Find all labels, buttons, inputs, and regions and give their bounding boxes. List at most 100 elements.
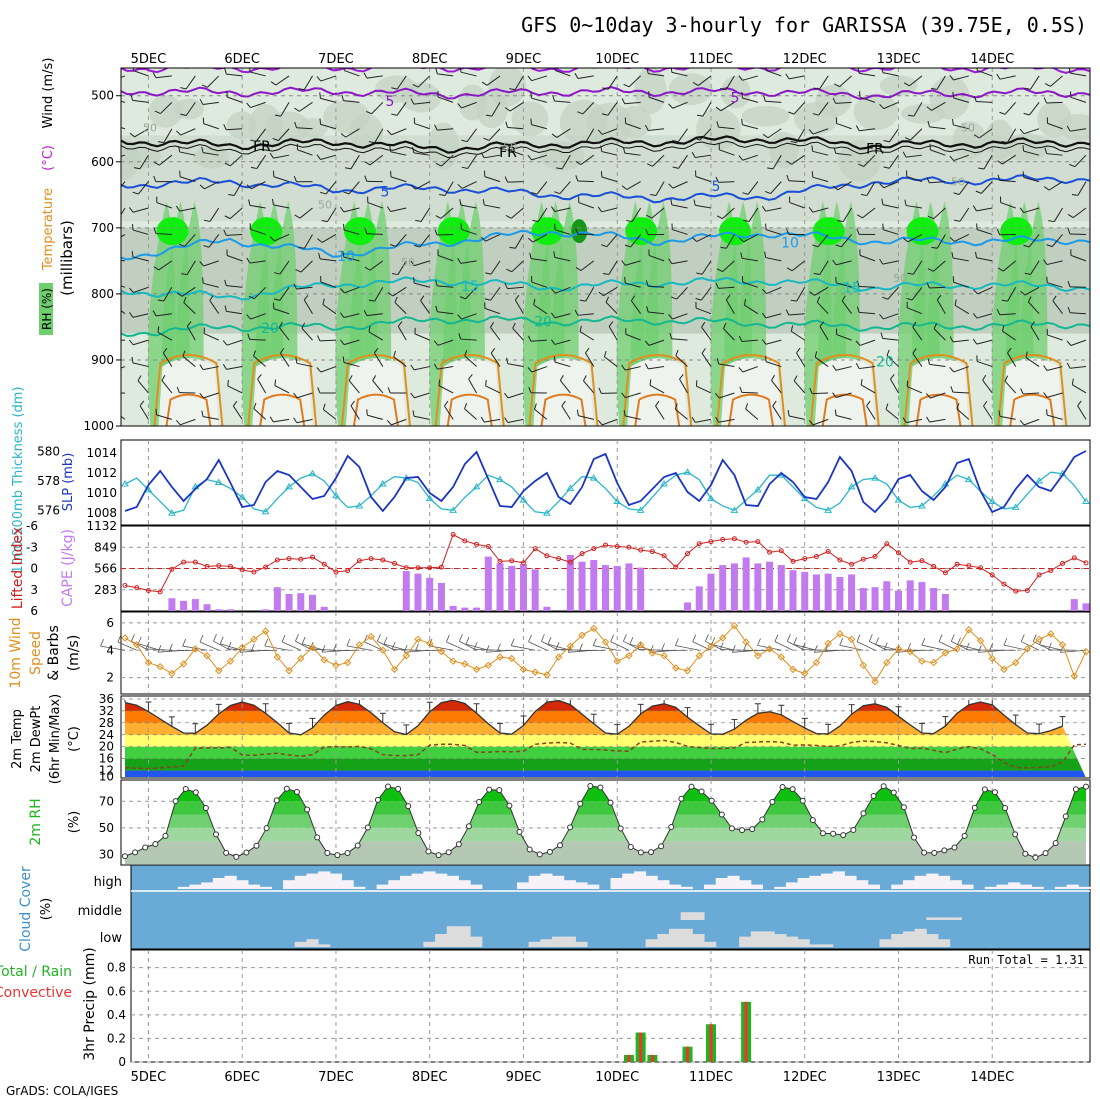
wind-barb-flag xyxy=(1024,87,1031,90)
wind-barb xyxy=(1046,101,1063,104)
wind-barb xyxy=(369,260,384,271)
wind-barb xyxy=(976,360,993,368)
rh-point xyxy=(374,796,381,803)
wind-barb xyxy=(344,70,360,77)
wind-barb-flag xyxy=(1067,306,1071,313)
rh-point xyxy=(142,844,149,851)
wind10m-barb xyxy=(199,641,219,651)
cape-bar xyxy=(566,554,574,611)
contour-label: 5 xyxy=(386,94,395,110)
wind-barb xyxy=(1007,128,1017,143)
wind-barb xyxy=(788,180,805,183)
wind-barb xyxy=(490,260,501,275)
contour-label: 15 xyxy=(461,279,479,295)
wind-barb-flag xyxy=(743,219,750,222)
cloud-high-bar xyxy=(446,875,459,889)
wind-barb-flag xyxy=(514,294,520,301)
wind-barb-flag xyxy=(223,229,227,236)
wind-barb-flag xyxy=(602,87,609,90)
wind-barb-flag xyxy=(764,190,771,195)
rh-point xyxy=(577,800,584,807)
rh-point xyxy=(415,829,422,836)
wind-barb-flag xyxy=(459,296,466,300)
wind-barb xyxy=(461,181,477,189)
wind10m-unit-ylabel: (m/s) xyxy=(66,635,82,672)
wind-barb xyxy=(866,181,876,196)
wind-barb-flag xyxy=(761,205,767,212)
wind-barb-flag xyxy=(950,386,954,393)
wind-barb xyxy=(766,70,782,77)
rh-point xyxy=(941,847,948,854)
cloud-mid-bar xyxy=(692,912,705,920)
precip-conv-bar xyxy=(686,1046,690,1062)
wind-barb xyxy=(793,102,806,115)
wind-barb-flag xyxy=(1067,228,1071,235)
wind-barb-flag xyxy=(129,132,135,138)
wind-barb xyxy=(296,286,313,290)
rh-point xyxy=(769,798,776,805)
wind10m-barb-flag xyxy=(182,638,187,647)
rh-point xyxy=(911,834,918,841)
rh-point xyxy=(890,789,897,796)
wind-barb xyxy=(953,75,969,81)
wind-barb xyxy=(1023,128,1040,135)
wind-barb xyxy=(648,285,665,288)
wind10m-point xyxy=(801,669,809,678)
wind10m-barb-flag xyxy=(856,634,861,642)
contour-label: 5 xyxy=(712,179,721,195)
wind-barb-flag xyxy=(129,339,134,346)
wind10m-barb-flag xyxy=(281,634,286,643)
dry-dome xyxy=(720,358,781,426)
wind-barb xyxy=(577,75,594,79)
cape-bar xyxy=(848,574,856,611)
rh-bright-blob xyxy=(1000,217,1033,246)
wind-barb-flag xyxy=(644,124,649,131)
wind-barb-flag xyxy=(715,176,719,183)
wind-barb xyxy=(907,386,923,394)
wind-barb xyxy=(511,260,524,273)
wind-barb-flag xyxy=(157,299,164,302)
cloud-low-bar xyxy=(926,934,939,947)
li-point xyxy=(427,565,433,571)
wind-barb xyxy=(490,352,501,367)
wind-barb-flag xyxy=(668,258,673,265)
cape-bar xyxy=(203,604,211,611)
wind-barb-flag xyxy=(1066,362,1071,369)
rh-point xyxy=(354,842,361,849)
rh-contour-label: 50 xyxy=(143,121,157,134)
wind-barb xyxy=(531,281,548,288)
dry-dome xyxy=(439,358,500,426)
wind-barb-flag xyxy=(320,191,327,195)
wind-barb-flag xyxy=(912,321,917,328)
wind-barb xyxy=(906,205,923,209)
wind-barb-flag xyxy=(295,269,302,273)
wind-barb-flag xyxy=(574,73,579,79)
wind-barb-flag xyxy=(583,375,587,381)
wind-barb-flag xyxy=(527,335,532,342)
wind-barb-flag xyxy=(808,420,814,426)
wind-barb-flag xyxy=(339,312,345,318)
wind-barb xyxy=(121,154,126,157)
wind-barb-flag xyxy=(715,393,720,399)
wind-barb xyxy=(202,366,219,371)
wind-barb xyxy=(350,154,360,170)
li-point xyxy=(778,548,784,554)
wind-barb-flag xyxy=(973,134,980,139)
wind-barb xyxy=(601,176,618,183)
wind-barb xyxy=(537,207,548,222)
wind10m-barb xyxy=(1033,641,1052,651)
wind-barb xyxy=(460,204,477,209)
wind-barb xyxy=(132,339,149,346)
wind-barb xyxy=(672,229,688,235)
rh-point xyxy=(1032,854,1039,861)
wind-barb-flag xyxy=(879,103,885,109)
wind-barb-flag xyxy=(890,374,895,380)
wind-barb-flag xyxy=(155,408,158,415)
rh-point xyxy=(445,849,452,856)
wind-barb-flag xyxy=(835,244,842,248)
wind10m-barb-flag xyxy=(883,642,888,650)
wind-barb xyxy=(485,385,501,394)
wind-barb-flag xyxy=(949,155,955,161)
wind-ylabel: Wind (m/s) xyxy=(41,58,56,129)
wind10m-barb-flag xyxy=(377,634,381,642)
